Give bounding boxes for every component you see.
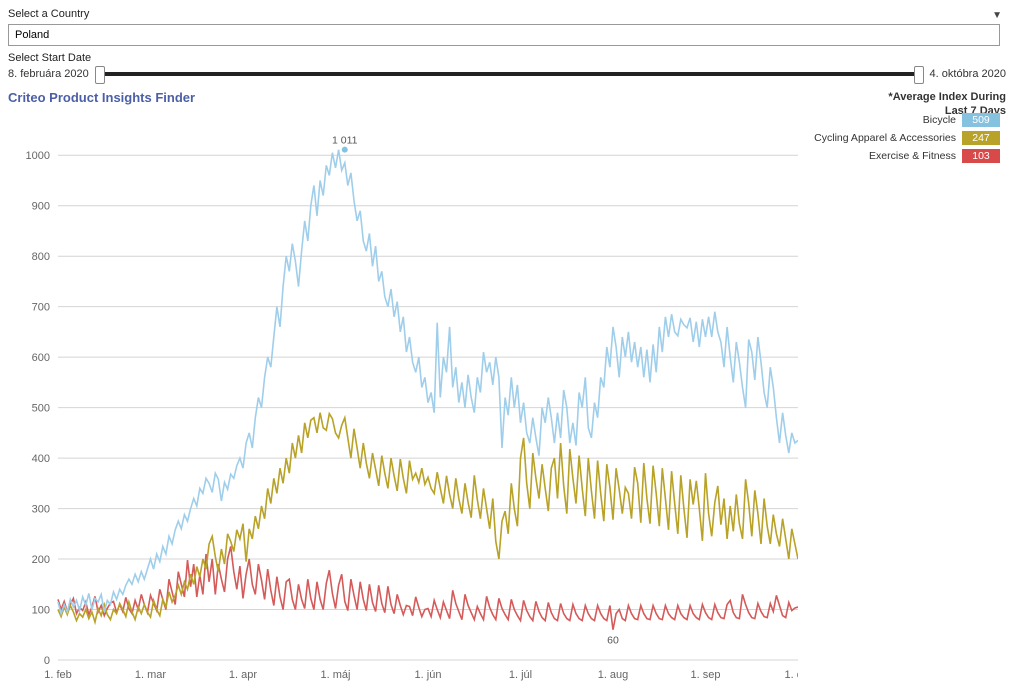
svg-text:700: 700 [32,302,50,314]
slider-thumb-left[interactable] [95,66,105,84]
chart-title: Criteo Product Insights Finder [8,90,195,105]
svg-text:600: 600 [32,352,50,364]
slider-thumb-right[interactable] [914,66,924,84]
svg-text:1. aug: 1. aug [598,669,629,681]
country-select[interactable] [8,24,1000,46]
chart-area: 0 100 200 300 400 500 600 700 800 900 1000 1. feb 1.… [8,110,1000,685]
svg-text:0: 0 [44,655,50,667]
svg-text:100: 100 [32,605,50,617]
svg-text:1. apr: 1. apr [229,669,257,681]
date-slider-track[interactable] [95,72,924,76]
svg-text:300: 300 [32,504,50,516]
svg-text:500: 500 [32,403,50,415]
date-label: Select Start Date [8,52,1006,64]
svg-text:1000: 1000 [26,150,50,162]
country-label: Select a Country [8,8,89,20]
svg-text:1. sep: 1. sep [691,669,721,681]
svg-text:60: 60 [607,635,619,647]
svg-text:1. mar: 1. mar [135,669,167,681]
avg-heading-line1: *Average Index During [888,90,1006,104]
svg-text:1. júl: 1. júl [509,669,532,681]
dropdown-caret-icon: ▼ [992,10,1002,21]
slider-start-date: 8. februára 2020 [8,68,89,80]
svg-text:800: 800 [32,251,50,263]
svg-text:200: 200 [32,554,50,566]
line-chart: 0 100 200 300 400 500 600 700 800 900 1000 1. feb 1.… [8,110,798,685]
slider-end-date: 4. októbra 2020 [930,68,1006,80]
svg-text:400: 400 [32,453,50,465]
svg-text:1 011: 1 011 [332,135,358,147]
svg-text:1. feb: 1. feb [44,669,72,681]
svg-text:1. máj: 1. máj [321,669,351,681]
svg-text:900: 900 [32,201,50,213]
svg-text:1. okt: 1. okt [785,669,798,681]
svg-text:1. jún: 1. jún [415,669,442,681]
